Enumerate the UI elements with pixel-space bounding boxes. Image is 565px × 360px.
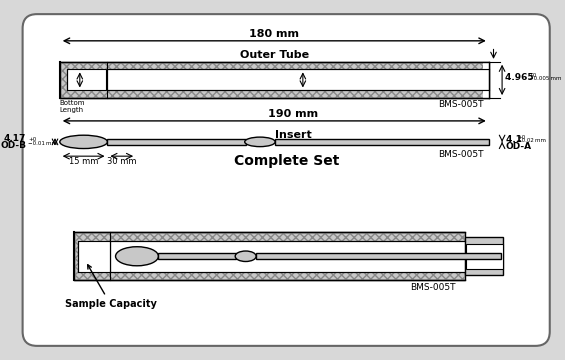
Bar (107, 69, 489, 90)
Text: Sample Capacity: Sample Capacity (64, 265, 157, 309)
Bar (74, 233, 465, 280)
Text: +0: +0 (529, 73, 537, 78)
Text: 4.17: 4.17 (4, 134, 27, 143)
Text: BMS-005T: BMS-005T (438, 150, 484, 159)
Bar (78, 241, 110, 271)
Bar (158, 253, 236, 259)
Text: −0.02 mm: −0.02 mm (518, 138, 546, 143)
Text: Bottom
Length: Bottom Length (60, 100, 85, 113)
Text: +0: +0 (518, 135, 525, 140)
Bar (483, 90, 489, 98)
Ellipse shape (245, 137, 275, 147)
Text: BMS-005T: BMS-005T (438, 100, 484, 109)
Text: 15 mm: 15 mm (69, 157, 98, 166)
Bar (110, 241, 465, 271)
Ellipse shape (235, 251, 256, 261)
Text: Complete Set: Complete Set (234, 154, 340, 168)
Text: 30 mm: 30 mm (107, 157, 137, 166)
Text: OD-B: OD-B (1, 141, 27, 150)
Text: Insert: Insert (275, 130, 312, 140)
Bar (483, 62, 489, 69)
Text: BMS-005T: BMS-005T (410, 283, 455, 292)
Text: A: A (77, 69, 92, 87)
Text: Outer Tube: Outer Tube (240, 50, 309, 60)
Text: 4.1: 4.1 (506, 135, 525, 144)
Text: OD-A: OD-A (506, 142, 532, 151)
Ellipse shape (60, 135, 107, 149)
Bar (74, 233, 465, 280)
Text: 4.20 ± 0.01 mm: 4.20 ± 0.01 mm (308, 75, 388, 85)
Bar (256, 253, 501, 259)
Text: 180 mm: 180 mm (249, 29, 299, 39)
Text: −0.01 mm: −0.01 mm (28, 141, 57, 146)
Bar (275, 139, 489, 145)
Ellipse shape (116, 247, 158, 266)
Bar (465, 237, 503, 275)
Text: +0: +0 (28, 138, 37, 143)
Text: 190 mm: 190 mm (268, 109, 319, 119)
Bar (67, 69, 106, 90)
Bar (466, 244, 503, 269)
Text: −0.005 mm: −0.005 mm (529, 76, 561, 81)
Bar (60, 62, 489, 98)
Bar (60, 62, 489, 98)
Bar (107, 139, 246, 145)
Text: 4.965: 4.965 (505, 73, 537, 82)
FancyBboxPatch shape (23, 14, 550, 346)
